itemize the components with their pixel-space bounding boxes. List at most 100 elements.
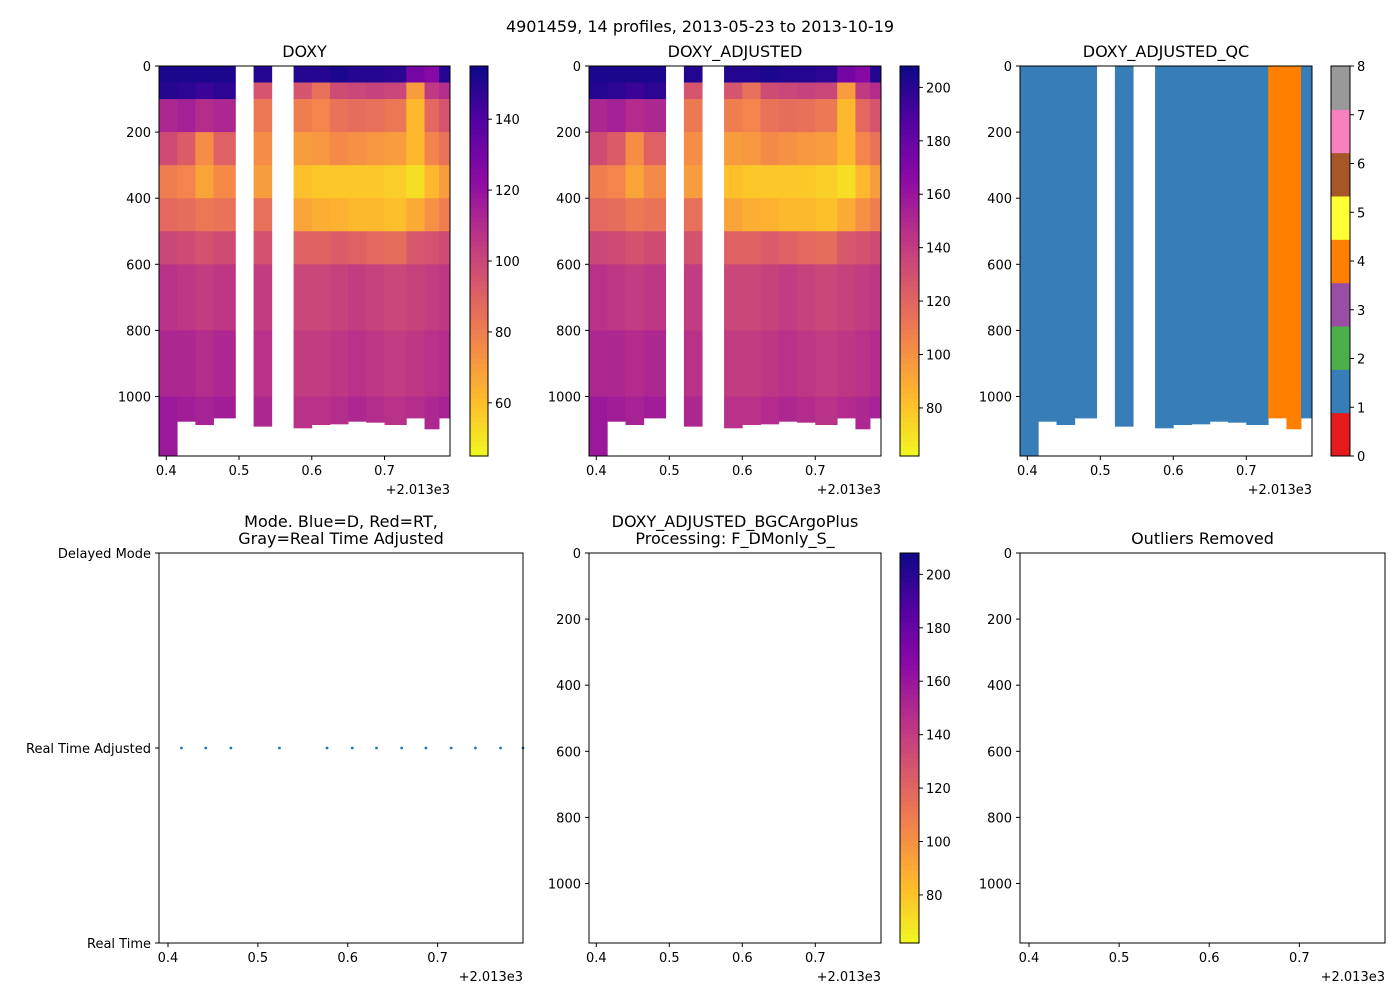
heatmap-cell [607,330,626,397]
heatmap-cell [589,198,608,232]
heatmap-cell [253,66,273,83]
x-tick-label: 0.6 [1163,464,1184,479]
colorbar-tick-label: 80 [926,889,943,904]
heatmap-cell [1056,396,1076,426]
y-tick-label: 400 [126,192,151,207]
y-tick-label: 1000 [548,391,581,406]
colorbar-band [900,626,919,632]
y-tick-label: 400 [987,192,1012,207]
heatmap-cell [855,198,871,232]
colorbar-band [900,66,919,72]
colorbar-band [900,684,919,691]
panel-title: Outliers Removed [1131,529,1274,548]
colorbar-band [900,611,919,617]
panel-doxy-adjusted: DOXY_ADJUSTED 0.4 0.5 0.6 0.7 +2.013e3 0 200 400… [548,42,951,498]
heatmap-cell [607,264,626,331]
heatmap-cell [778,264,798,331]
colorbar-swatch [1331,282,1350,327]
colorbar-band [470,451,488,457]
colorbar-band [900,933,919,939]
heatmap-cell [837,198,856,232]
colorbar-band [470,222,488,228]
heatmap-cell [213,66,236,83]
colorbar-band [470,261,488,267]
colorbar-tick-label: 2 [1357,353,1365,368]
heatmap-cell [439,396,451,419]
heatmap-cell [1155,396,1174,429]
heatmap-cell [439,231,451,265]
heatmap-cell [1209,396,1229,422]
heatmap-cell [159,165,178,199]
panel-title-line: Mode. Blue=D, Red=RT, [244,512,438,531]
heatmap-cell [293,99,313,133]
heatmap-cell [815,82,838,100]
axes-frame [588,552,882,944]
heatmap-cell [177,99,196,133]
panel-doxy-adjusted-qc: DOXY_ADJUSTED_QC 0.4 0.5 0.6 0.7 +2.013e3 0 200… [979,42,1365,498]
heatmap-cell [424,99,440,133]
colorbar-band [900,869,919,876]
colorbar-band [470,392,488,399]
heatmap-cell [1301,231,1313,265]
heatmap-cell [1301,396,1313,419]
colorbar-tick-label: 0 [1357,450,1365,465]
heatmap-cell [1038,66,1057,83]
heatmap-cell [1228,99,1247,133]
heatmap-cell [724,66,743,83]
heatmap-cell [293,82,313,100]
mode-point [278,746,281,750]
colorbar-band [470,173,488,179]
heatmap-cell [1301,165,1313,199]
heatmap-cell [855,132,871,166]
colorbar-band [900,567,919,574]
heatmap-cell [683,231,703,265]
heatmap-cell [1209,330,1229,397]
colorbar-band [900,670,919,676]
colorbar-band [900,285,919,291]
heatmap-cell [1074,99,1098,133]
colorbar-band [900,840,919,847]
heatmap-cell [870,396,882,419]
heatmap-cell [760,198,780,232]
colorbar-band [470,129,488,135]
heatmap-cell [366,66,385,83]
colorbar-tick-label: 4 [1357,255,1365,270]
heatmap-cell [253,82,273,100]
heatmap-cell [778,330,798,397]
axes-frame [1019,552,1386,944]
heatmap-cell [1209,198,1229,232]
y-tick-label: 600 [556,258,581,273]
heatmap-cell [1268,264,1287,331]
heatmap-cell [1286,396,1302,430]
colorbar-band [900,899,919,905]
heatmap-cell [1114,396,1134,427]
heatmap-cell [589,99,608,133]
heatmap-cell [742,99,761,133]
colorbar-band [470,236,488,243]
y-tick-label: 800 [987,324,1012,339]
colorbar-band [470,70,488,77]
colorbar-band [470,441,488,447]
y-tick-label: 200 [987,126,1012,141]
colorbar-band [470,119,488,126]
heatmap-cell [1020,99,1039,133]
heatmap-cell [329,165,349,199]
heatmap-cell [1228,66,1247,83]
heatmap-cell [293,132,313,166]
heatmap-cell [625,132,645,166]
heatmap-cell [1155,132,1174,166]
colorbar-band [900,256,919,262]
colorbar-band [900,295,919,301]
colorbar-band [900,392,919,399]
colorbar-band [470,231,488,238]
colorbar-band [900,913,919,920]
colorbar-band [900,699,919,705]
x-tick-label: 0.5 [248,951,269,966]
y-tick-label: 600 [987,745,1012,760]
heatmap-cell [1114,66,1134,83]
colorbar-band [900,217,919,223]
colorbar-swatch [1331,412,1350,457]
colorbar-band [900,70,919,77]
heatmap-cell [384,264,407,331]
colorbar-band [900,412,919,418]
